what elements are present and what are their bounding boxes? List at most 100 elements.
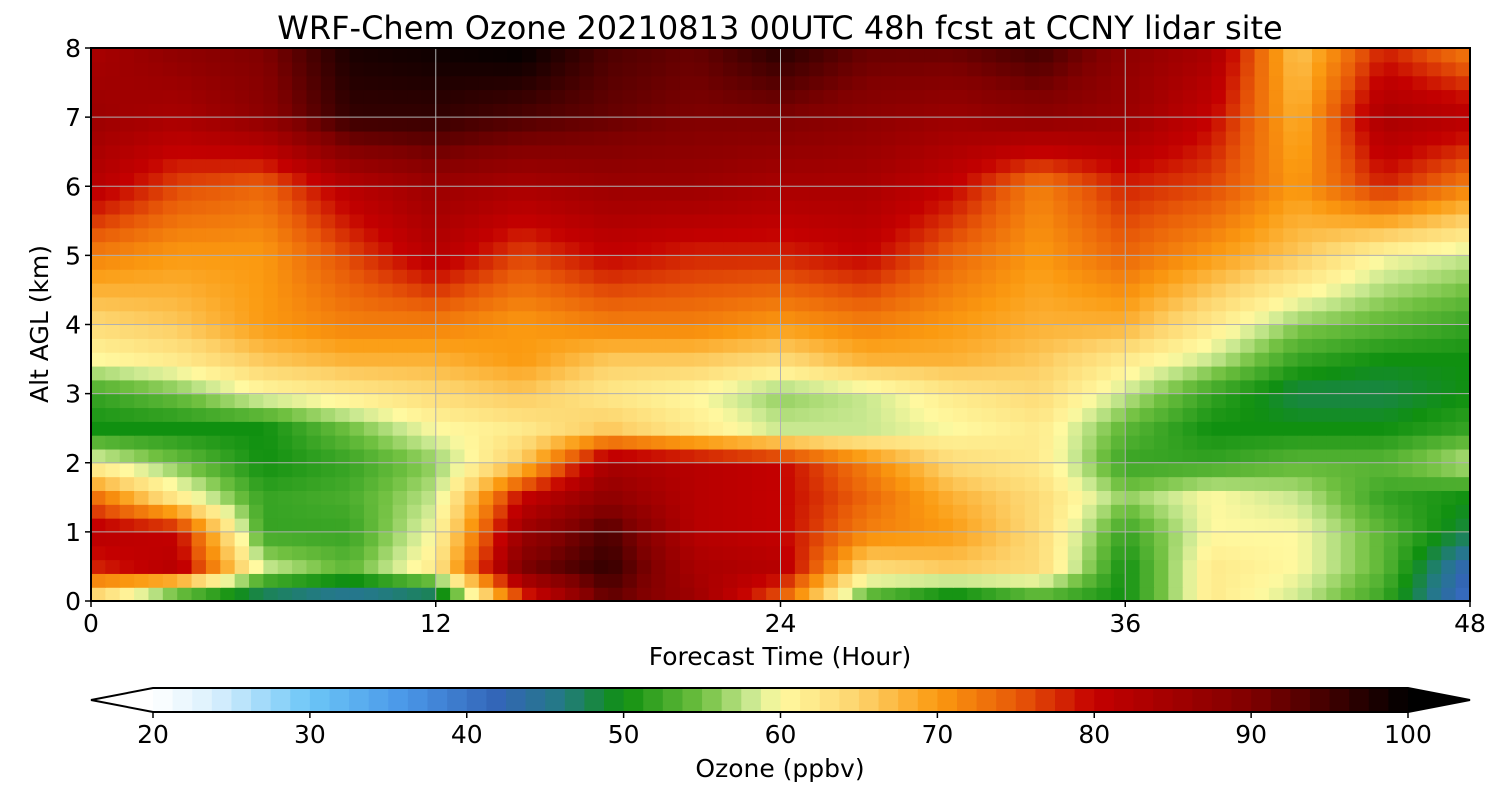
heatmap-cell (895, 130, 911, 146)
heatmap-cell (1211, 421, 1227, 436)
heatmap-cell (1125, 448, 1141, 464)
heatmap-cell (866, 103, 882, 118)
heatmap-cell (464, 504, 480, 519)
heatmap-cell (593, 504, 609, 519)
heatmap-cell (1383, 504, 1399, 519)
heatmap-cell (521, 61, 537, 77)
heatmap-cell (1268, 144, 1284, 160)
heatmap-cell (1240, 393, 1256, 409)
heatmap-cell (119, 213, 135, 229)
heatmap-cell (521, 324, 537, 339)
heatmap-cell (622, 448, 638, 464)
heatmap-cell (450, 352, 466, 367)
heatmap-cell (464, 435, 480, 450)
heatmap-cell (1096, 310, 1112, 326)
heatmap-cell (292, 518, 308, 533)
heatmap-cell (1398, 144, 1414, 160)
heatmap-cell (521, 435, 537, 450)
heatmap-cell (924, 103, 940, 118)
heatmap-cell (392, 186, 408, 201)
heatmap-cell (1426, 227, 1442, 243)
heatmap-cell (565, 407, 580, 422)
heatmap-cell (1326, 255, 1342, 270)
heatmap-cell (1039, 89, 1055, 104)
heatmap-cell (378, 296, 394, 312)
heatmap-cell (924, 130, 940, 146)
heatmap-cell (1455, 158, 1471, 174)
heatmap-cell (622, 103, 638, 118)
heatmap-cell (134, 448, 150, 464)
heatmap-cell (1053, 296, 1069, 312)
heatmap-cell (478, 269, 494, 284)
heatmap-cell (134, 365, 150, 381)
heatmap-cell (866, 379, 882, 395)
heatmap-cell (335, 75, 351, 91)
heatmap-cell (1168, 130, 1184, 146)
heatmap-cell (220, 117, 236, 132)
heatmap-cell (249, 365, 264, 381)
heatmap-cell (565, 269, 580, 284)
heatmap-cell (1110, 559, 1126, 574)
heatmap-cell (349, 462, 365, 478)
heatmap-cell (306, 269, 322, 284)
heatmap-cell (536, 186, 552, 201)
heatmap-cell (292, 476, 308, 491)
heatmap-cell (622, 559, 638, 574)
heatmap-cell (421, 75, 437, 91)
heatmap-cell (579, 200, 595, 215)
heatmap-cell (1096, 365, 1112, 381)
heatmap-cell (234, 421, 250, 436)
heatmap-cell (335, 255, 351, 270)
heatmap-cell (665, 172, 681, 187)
heatmap-cell (177, 393, 193, 409)
heatmap-cell (378, 407, 394, 422)
heatmap-cell (723, 338, 738, 353)
heatmap-cell (493, 545, 509, 561)
heatmap-cell (766, 587, 782, 602)
heatmap-cell (1398, 310, 1414, 326)
heatmap-cell (1139, 531, 1155, 547)
heatmap-cell (651, 393, 667, 409)
heatmap-cell (837, 573, 853, 588)
heatmap-cell (191, 144, 207, 160)
heatmap-cell (579, 518, 595, 533)
heatmap-cell (162, 227, 178, 243)
heatmap-cell (723, 75, 738, 91)
heatmap-cell (191, 435, 207, 450)
heatmap-cell (1240, 130, 1256, 146)
heatmap-cell (737, 61, 753, 77)
heatmap-cell (1096, 296, 1112, 312)
heatmap-cell (1455, 518, 1471, 533)
heatmap-cell (1024, 518, 1040, 533)
heatmap-cell (1340, 158, 1356, 174)
heatmap-cell (1197, 241, 1213, 256)
heatmap-cell (1383, 158, 1399, 174)
heatmap-cell (1168, 338, 1184, 353)
heatmap-cell (1355, 283, 1371, 298)
heatmap-cell (622, 172, 638, 187)
heatmap-cell (292, 255, 308, 270)
heatmap-cell (349, 490, 365, 505)
heatmap-cell (608, 421, 624, 436)
heatmap-cell (995, 241, 1011, 256)
heatmap-cell (91, 559, 106, 574)
heatmap-cell (780, 130, 796, 146)
heatmap-cell (866, 365, 882, 381)
heatmap-cell (1283, 365, 1299, 381)
heatmap-cell (421, 89, 437, 104)
heatmap-cell (881, 255, 897, 270)
heatmap-cell (1225, 573, 1241, 588)
heatmap-cell (1182, 117, 1198, 132)
heatmap-cell (1383, 310, 1399, 326)
heatmap-cell (493, 324, 509, 339)
heatmap-cell (263, 172, 279, 187)
heatmap-cell (119, 559, 135, 574)
heatmap-cell (249, 61, 264, 77)
heatmap-cell (751, 379, 767, 395)
heatmap-cell (205, 352, 221, 367)
heatmap-cell (162, 462, 178, 478)
heatmap-cell (679, 103, 695, 118)
heatmap-cell (1067, 338, 1083, 353)
heatmap-cell (1455, 269, 1471, 284)
heatmap-cell (464, 531, 480, 547)
